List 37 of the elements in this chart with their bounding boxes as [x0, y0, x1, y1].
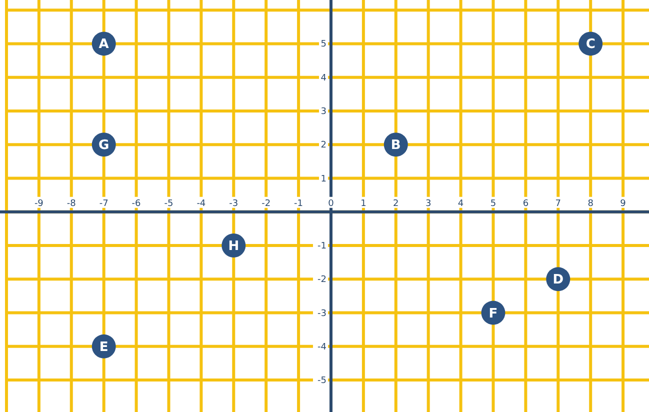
y-tick-label: -4: [318, 342, 327, 352]
y-tick-label: 4: [320, 73, 327, 84]
x-tick-label: 6: [522, 198, 529, 209]
x-tick-label: -9: [34, 198, 44, 209]
x-tick-label: -7: [99, 198, 108, 209]
x-tick-label: 8: [588, 198, 594, 209]
x-tick-label: 1: [360, 198, 366, 209]
x-tick-label: 2: [393, 198, 399, 209]
annotation: A: [98, 37, 109, 52]
x-tick-label: -5: [164, 198, 174, 209]
x-tick-label: 3: [425, 198, 432, 209]
annotation: F: [488, 306, 498, 322]
x-tick-label: -4: [196, 198, 206, 209]
y-tick-label: -2: [318, 275, 326, 286]
x-tick-label: -1: [294, 198, 304, 209]
annotation: G: [98, 138, 110, 154]
x-tick-label: 4: [458, 198, 464, 209]
y-tick-label: 5: [320, 40, 326, 50]
annotation: C: [586, 37, 596, 52]
x-tick-label: 5: [490, 198, 496, 209]
annotation: H: [228, 239, 240, 254]
x-tick-label: -6: [132, 198, 142, 209]
x-tick-label: 0: [328, 198, 334, 209]
y-tick-label: 1: [320, 174, 326, 184]
x-tick-label: -3: [229, 198, 238, 209]
y-tick-label: -3: [318, 308, 326, 319]
y-tick-label: -1: [318, 242, 326, 252]
x-tick-label: 9: [620, 198, 626, 209]
x-tick-label: -2: [262, 198, 271, 209]
annotation: B: [390, 138, 401, 154]
annotation: D: [552, 272, 564, 288]
annotation: E: [99, 340, 108, 355]
y-tick-label: 3: [320, 106, 326, 117]
x-tick-label: 7: [555, 198, 562, 209]
y-tick-label: -5: [318, 376, 326, 386]
x-tick-label: -8: [66, 198, 76, 209]
y-tick-label: 2: [320, 140, 326, 151]
